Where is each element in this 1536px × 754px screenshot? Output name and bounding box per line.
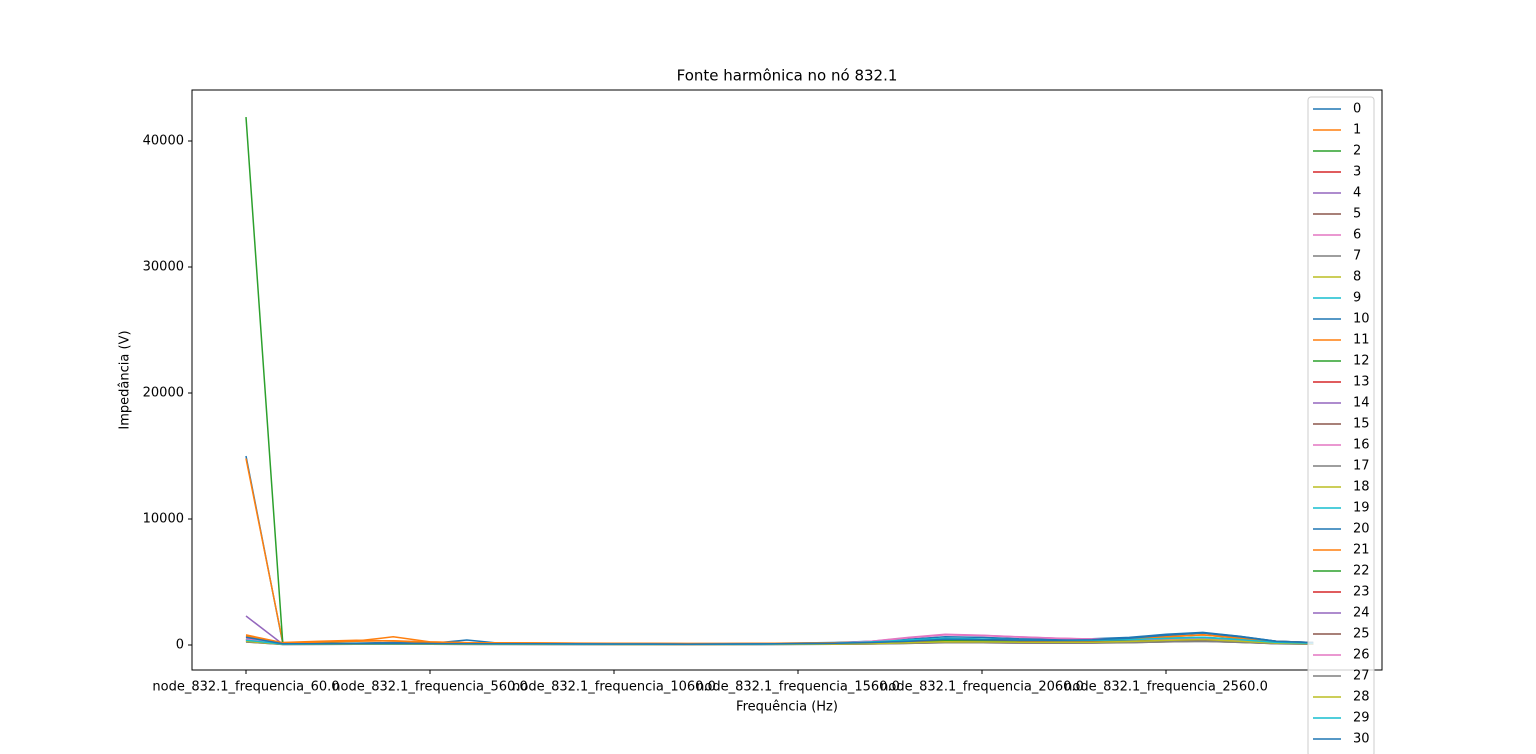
- x-tick-label: node_832.1_frequencia_1560.0: [696, 680, 900, 695]
- legend-label: 23: [1353, 585, 1370, 600]
- legend-label: 28: [1353, 690, 1370, 705]
- legend-label: 19: [1353, 501, 1370, 516]
- legend-label: 21: [1353, 543, 1370, 558]
- legend-label: 10: [1353, 312, 1370, 327]
- legend-label: 27: [1353, 669, 1370, 684]
- x-tick-label: node_832.1_frequencia_2060.0: [880, 680, 1084, 695]
- y-axis-label: Impedância (V): [118, 330, 133, 429]
- legend-label: 16: [1353, 438, 1370, 453]
- legend-label: 3: [1353, 165, 1361, 180]
- y-tick-label: 30000: [143, 260, 184, 275]
- plot-frame: [191, 89, 1383, 671]
- legend-label: 26: [1353, 648, 1370, 663]
- x-tick-label: node_832.1_frequencia_60.0: [152, 680, 339, 695]
- legend-label: 8: [1353, 270, 1361, 285]
- y-tick-label: 20000: [143, 386, 184, 401]
- legend-label: 25: [1353, 627, 1370, 642]
- series-line: [245, 632, 1314, 645]
- legend-label: 7: [1353, 249, 1361, 264]
- legend-label: 22: [1353, 564, 1370, 579]
- y-tick-label: 0: [176, 638, 184, 653]
- legend-label: 24: [1353, 606, 1370, 621]
- legend: 0123456789101112131415161718192021222324…: [1307, 96, 1375, 754]
- legend-label: 12: [1353, 354, 1370, 369]
- legend-label: 1: [1353, 123, 1361, 138]
- y-tick-label: 40000: [143, 134, 184, 149]
- legend-label: 5: [1353, 207, 1361, 222]
- x-tick-label: node_832.1_frequencia_1060.0: [512, 680, 716, 695]
- legend-label: 11: [1353, 333, 1370, 348]
- legend-label: 13: [1353, 375, 1370, 390]
- legend-box: [1307, 96, 1375, 754]
- legend-label: 18: [1353, 480, 1370, 495]
- legend-label: 17: [1353, 459, 1370, 474]
- legend-label: 29: [1353, 711, 1370, 726]
- legend-label: 9: [1353, 291, 1361, 306]
- x-tick-label: node_832.1_frequencia_560.0: [332, 680, 527, 695]
- legend-label: 15: [1353, 417, 1370, 432]
- y-tick-label: 10000: [143, 512, 184, 527]
- x-axis-label: Frequência (Hz): [736, 700, 838, 715]
- legend-label: 14: [1353, 396, 1370, 411]
- legend-label: 6: [1353, 228, 1361, 243]
- x-tick-label: node_832.1_frequencia_2560.0: [1064, 680, 1268, 695]
- legend-label: 0: [1353, 102, 1361, 117]
- legend-label: 30: [1353, 732, 1370, 747]
- legend-label: 4: [1353, 186, 1361, 201]
- legend-label: 20: [1353, 522, 1370, 537]
- legend-label: 2: [1353, 144, 1361, 159]
- chart-title: Fonte harmônica no nó 832.1: [677, 67, 898, 85]
